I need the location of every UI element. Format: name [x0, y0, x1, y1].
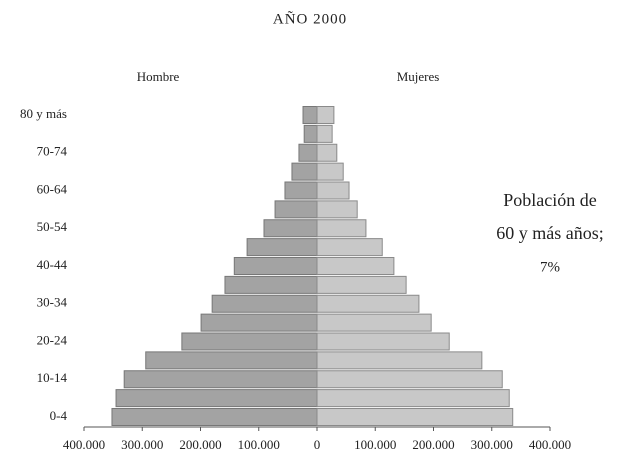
- y-tick-label: 0-4: [50, 408, 68, 423]
- y-tick-label: 10-14: [37, 370, 68, 385]
- bar: [316, 219, 367, 238]
- y-tick-label: 70-74: [37, 144, 68, 159]
- bar: [316, 181, 350, 200]
- y-tick-label: 30-34: [37, 295, 68, 310]
- x-tick-label: 300.000: [121, 437, 163, 452]
- bar: [274, 200, 318, 219]
- bar: [111, 408, 318, 426]
- bar: [263, 219, 318, 238]
- bar: [115, 389, 318, 408]
- bar: [316, 200, 358, 219]
- bar: [181, 332, 318, 351]
- bar: [316, 124, 333, 143]
- x-tick-label: 100.000: [238, 437, 280, 452]
- bar: [316, 351, 483, 370]
- legend-label: Hombre: [137, 69, 180, 84]
- bar: [303, 124, 318, 143]
- bar: [246, 238, 318, 257]
- x-tick-label: 200.000: [179, 437, 221, 452]
- bar: [200, 313, 318, 332]
- bar: [291, 162, 318, 181]
- bar: [316, 389, 510, 408]
- y-tick-label: 80 y más: [20, 106, 67, 121]
- bar: [316, 313, 432, 332]
- annotation: 60 y más años;: [496, 223, 604, 243]
- y-tick-label: 60-64: [37, 181, 68, 196]
- bar: [316, 332, 450, 351]
- bar: [316, 238, 383, 257]
- x-tick-label: 400.000: [63, 437, 105, 452]
- bar: [316, 370, 503, 389]
- x-tick-label: 100.000: [354, 437, 396, 452]
- y-tick-label: 40-44: [37, 257, 68, 272]
- bar: [316, 143, 338, 162]
- x-tick-label: 300.000: [471, 437, 513, 452]
- bar: [233, 257, 318, 275]
- bar: [316, 106, 335, 124]
- bar: [316, 294, 420, 313]
- bar: [316, 257, 395, 275]
- bar: [145, 351, 318, 370]
- bar: [302, 106, 318, 124]
- bar: [316, 408, 514, 426]
- bar: [224, 275, 318, 294]
- bar: [211, 294, 318, 313]
- y-tick-label: 20-24: [37, 332, 68, 347]
- y-tick-label: 50-54: [37, 219, 68, 234]
- bar: [316, 275, 407, 294]
- x-tick-label: 400.000: [529, 437, 571, 452]
- bar: [123, 370, 318, 389]
- x-tick-label: 0: [314, 437, 321, 452]
- bar: [284, 181, 318, 200]
- chart-title: AÑO 2000: [273, 11, 347, 27]
- bar: [316, 162, 344, 181]
- bar: [298, 143, 318, 162]
- legend-label: Mujeres: [397, 69, 440, 84]
- x-tick-label: 200.000: [412, 437, 454, 452]
- annotation: 7%: [540, 259, 560, 275]
- annotation: Población de: [503, 190, 596, 210]
